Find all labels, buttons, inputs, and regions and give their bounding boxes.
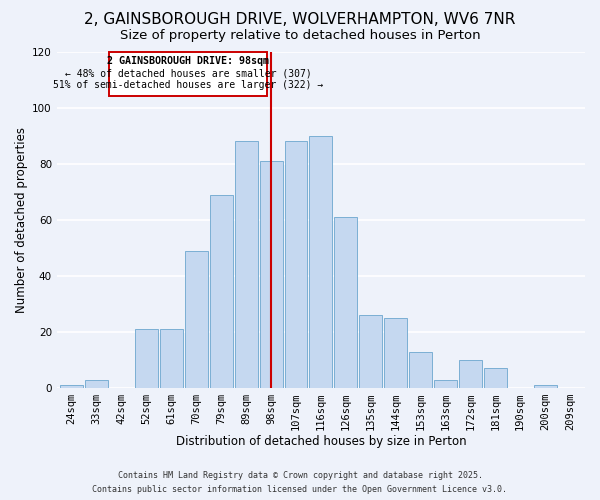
Bar	[85, 380, 108, 388]
Bar	[185, 250, 208, 388]
Bar	[310, 136, 332, 388]
Text: Size of property relative to detached houses in Perton: Size of property relative to detached ho…	[119, 29, 481, 42]
Bar	[484, 368, 507, 388]
Text: Contains public sector information licensed under the Open Government Licence v3: Contains public sector information licen…	[92, 485, 508, 494]
Y-axis label: Number of detached properties: Number of detached properties	[15, 126, 28, 312]
Bar	[260, 161, 283, 388]
Bar	[60, 385, 83, 388]
Text: Contains HM Land Registry data © Crown copyright and database right 2025.: Contains HM Land Registry data © Crown c…	[118, 471, 482, 480]
FancyBboxPatch shape	[109, 52, 268, 96]
Bar	[284, 141, 307, 388]
Text: ← 48% of detached houses are smaller (307): ← 48% of detached houses are smaller (30…	[65, 68, 311, 78]
Bar	[210, 194, 233, 388]
Bar	[409, 352, 432, 388]
Bar	[434, 380, 457, 388]
Bar	[160, 329, 183, 388]
Bar	[459, 360, 482, 388]
Bar	[334, 217, 357, 388]
Text: 51% of semi-detached houses are larger (322) →: 51% of semi-detached houses are larger (…	[53, 80, 323, 90]
Bar	[135, 329, 158, 388]
Text: 2 GAINSBOROUGH DRIVE: 98sqm: 2 GAINSBOROUGH DRIVE: 98sqm	[107, 56, 269, 66]
Bar	[359, 315, 382, 388]
X-axis label: Distribution of detached houses by size in Perton: Distribution of detached houses by size …	[176, 434, 466, 448]
Bar	[384, 318, 407, 388]
Bar	[533, 385, 557, 388]
Text: 2, GAINSBOROUGH DRIVE, WOLVERHAMPTON, WV6 7NR: 2, GAINSBOROUGH DRIVE, WOLVERHAMPTON, WV…	[85, 12, 515, 28]
Bar	[235, 141, 257, 388]
